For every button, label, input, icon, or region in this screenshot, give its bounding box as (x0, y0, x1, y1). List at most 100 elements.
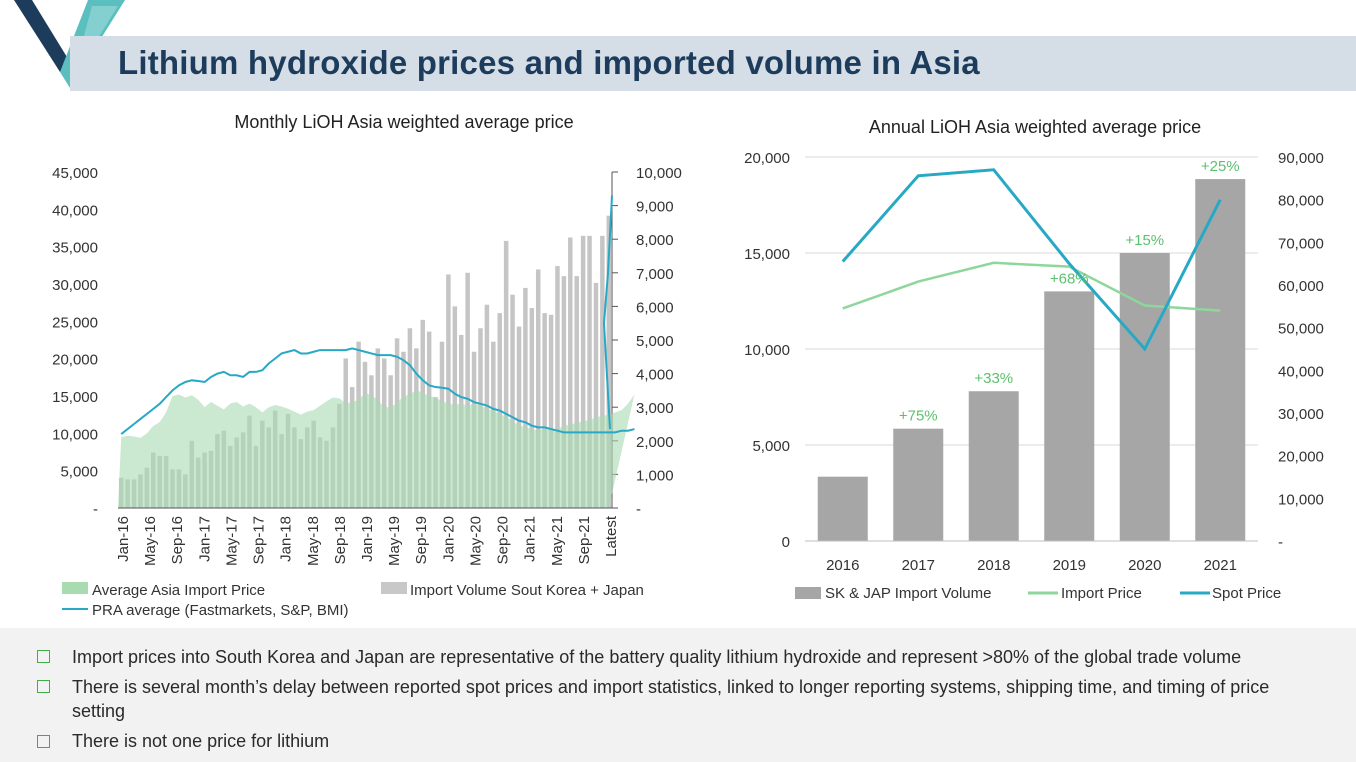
chart1-right-tick: 1,000 (636, 467, 674, 484)
chart1-volume-bar (548, 314, 554, 508)
chart1-right-tick: 4,000 (636, 367, 674, 384)
chart1-volume-bar (561, 276, 567, 508)
legend-swatch-import-price (62, 582, 88, 594)
legend-swatch-import-volume (381, 582, 407, 594)
chart2-right-tick: - (1278, 534, 1283, 551)
legend-label-import-volume: Import Volume Sout Korea + Japan (410, 582, 644, 599)
chart2-volume-bar (817, 476, 868, 541)
chart2-x-tick: 2020 (1128, 557, 1161, 574)
legend-label-spot-price-line: Spot Price (1212, 585, 1281, 602)
chart2-left-tick: 0 (782, 534, 790, 551)
chart2-x-tick: 2016 (826, 557, 859, 574)
chart1-x-tick: May-18 (305, 516, 322, 566)
chart1-left-tick: 5,000 (60, 464, 98, 481)
chart1-x-tick: Sep-17 (251, 516, 268, 564)
chart1-x-tick: Sep-20 (495, 516, 512, 564)
page-title: Lithium hydroxide prices and imported vo… (118, 44, 980, 81)
chart2-title: Annual LiOH Asia weighted average price (869, 117, 1201, 137)
chart1-volume-bar (503, 240, 509, 508)
chart2-right-tick: 50,000 (1278, 321, 1324, 338)
chart1-right-tick: 6,000 (636, 299, 674, 316)
chart1-x-tick: May-19 (386, 516, 403, 566)
chart1-volume-bar (535, 269, 541, 508)
chart1-right-tick: 9,000 (636, 199, 674, 216)
chart1-x-tick: May-20 (467, 516, 484, 566)
chart2-spot-price-line (841, 168, 1222, 352)
chart1-x-tick: Jan-16 (115, 516, 132, 562)
chart1-volume-bar (568, 237, 573, 508)
chart2-left-tick: 5,000 (752, 438, 790, 455)
chart1-right-tick: 2,000 (636, 434, 674, 451)
chart1-volume-bar (510, 294, 515, 508)
chart1-x-tick: Sep-18 (332, 516, 349, 564)
legend-label-pra: PRA average (Fastmarkets, S&P, BMI) (92, 602, 348, 619)
chart2-right-tick: 30,000 (1278, 406, 1324, 423)
note-bullet-3: There is not one price for lithium (72, 731, 330, 751)
chart1-left-tick: 10,000 (52, 426, 98, 443)
chart1-left-tick: - (93, 501, 98, 518)
chart2-right-tick: 70,000 (1278, 235, 1324, 252)
note-bullet-2: There is several month’s delay between r… (72, 677, 1270, 721)
chart1-x-tick: Jan-20 (440, 516, 457, 562)
charts-area: Monthly LiOH Asia weighted average price… (52, 112, 1324, 619)
chart2-right-tick: 20,000 (1278, 449, 1324, 466)
chart1-right-tick: - (636, 501, 641, 518)
chart1-pra-spike (602, 195, 613, 430)
chart2-left-tick: 10,000 (744, 342, 790, 359)
chart2-import-price-line (842, 261, 1221, 312)
chart1-right-tick: 10,000 (636, 165, 682, 182)
chart2-volume-bar (1044, 291, 1095, 541)
legend-label-import-price-line: Import Price (1061, 585, 1142, 602)
chart2-left-tick: 15,000 (744, 246, 790, 263)
chart1-x-tick: Jan-19 (359, 516, 376, 562)
chart2-bar-label: +33% (974, 370, 1013, 387)
chart1-volume-bar (465, 272, 470, 508)
checkbox-icon (37, 650, 50, 663)
chart1-x-tick: Sep-21 (576, 516, 593, 564)
chart1-volume-bar (516, 326, 522, 508)
chart2-right-tick: 60,000 (1278, 278, 1324, 295)
chart2-bar-label: +68% (1050, 270, 1089, 287)
chart1-volume-bar (523, 287, 528, 508)
chart1-left-tick: 20,000 (52, 352, 98, 369)
chart1-left-tick: 15,000 (52, 389, 98, 406)
chart2-bar-label: +15% (1125, 232, 1164, 249)
chart1-volume-bar (529, 308, 535, 508)
chart2-bar-label: +75% (899, 408, 938, 425)
chart1-volume-bar (555, 266, 560, 508)
chart1-right-tick: 3,000 (636, 400, 674, 417)
chart2-right-tick: 80,000 (1278, 193, 1324, 210)
chart2-left-tick: 20,000 (744, 150, 790, 167)
chart1-left-tick: 25,000 (52, 314, 98, 331)
checkbox-icon (37, 680, 50, 693)
chart1-x-tick: Sep-16 (169, 516, 186, 564)
chart2-right-tick: 40,000 (1278, 363, 1324, 380)
chart1-right-tick: 8,000 (636, 232, 674, 249)
legend-label-sk-jap-volume: SK & JAP Import Volume (825, 585, 991, 602)
chart1-volume-bar (542, 313, 547, 508)
chart2-right-tick: 90,000 (1278, 150, 1324, 167)
chart1-title: Monthly LiOH Asia weighted average price (234, 112, 573, 132)
chart1-left-tick: 40,000 (52, 202, 98, 219)
chart2-bar-label: +25% (1201, 158, 1240, 175)
chart1-volume-bar (593, 282, 599, 508)
notes-panel: Import prices into South Korea and Japan… (0, 628, 1356, 762)
chart2-x-tick: 2021 (1204, 557, 1237, 574)
chart1-x-tick: May-17 (223, 516, 240, 566)
chart1-x-tick: Jan-21 (522, 516, 539, 562)
chart2-x-tick: 2017 (902, 557, 935, 574)
chart2-volume-bar (893, 428, 944, 541)
chart1-right-tick: 7,000 (636, 266, 674, 283)
legend-label-import-price: Average Asia Import Price (92, 582, 265, 599)
chart1-volume-bar (600, 235, 605, 508)
chart1-left-tick: 35,000 (52, 240, 98, 257)
chart1-volume-bar (606, 215, 612, 508)
chart1-x-tick: Jan-18 (278, 516, 295, 562)
title-band (70, 36, 1356, 91)
chart1-x-tick: Jan-17 (196, 516, 213, 562)
chart1-left-tick: 30,000 (52, 277, 98, 294)
chart1-x-tick: May-16 (142, 516, 159, 566)
chart1-right-tick: 5,000 (636, 333, 674, 350)
chart1-left-tick: 45,000 (52, 165, 98, 182)
chart2-x-tick: 2019 (1053, 557, 1086, 574)
